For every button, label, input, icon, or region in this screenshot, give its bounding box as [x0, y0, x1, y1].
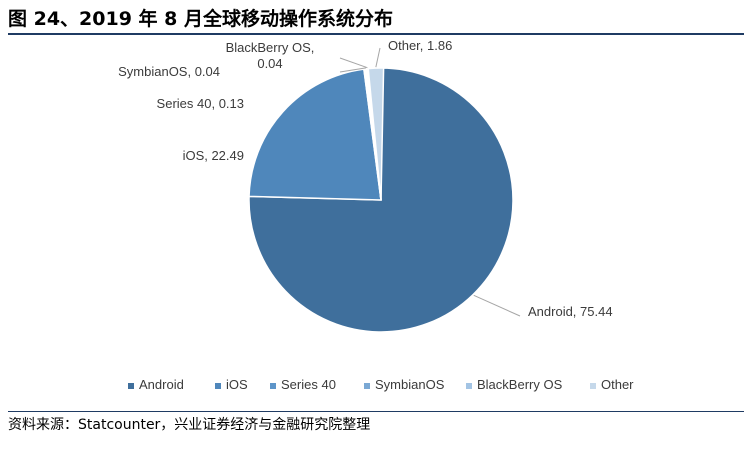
- legend: Android iOS Series 40 SymbianOS BlackBerry O…: [128, 377, 634, 392]
- data-label-blackberry-os-line2: 0.04: [257, 56, 282, 71]
- legend-swatch-blackberry-os: [466, 383, 472, 389]
- leader-line-android: [473, 294, 521, 317]
- data-labels: Android, 75.44 iOS, 22.49 Series 40, 0.13 S…: [118, 38, 612, 319]
- pie-slice-ios: [248, 68, 382, 201]
- data-label-ios: iOS, 22.49: [183, 148, 244, 163]
- source-rule: [8, 411, 744, 412]
- legend-label-other: Other: [601, 377, 634, 392]
- data-label-other: Other, 1.86: [388, 38, 452, 53]
- data-label-android: Android, 75.44: [528, 304, 613, 319]
- legend-label-ios: iOS: [226, 377, 248, 392]
- legend-label-series-40: Series 40: [281, 377, 336, 392]
- figure-title: 图 24、2019 年 8 月全球移动操作系统分布: [8, 8, 394, 30]
- legend-swatch-symbianos: [364, 383, 370, 389]
- leader-lines: [339, 47, 521, 317]
- legend-label-symbianos: SymbianOS: [375, 377, 445, 392]
- pie-slices: [248, 67, 514, 333]
- legend-swatch-ios: [215, 383, 221, 389]
- legend-swatch-series-40: [270, 383, 276, 389]
- leader-line-other: [375, 47, 381, 68]
- data-label-series-40: Series 40, 0.13: [157, 96, 244, 111]
- pie-slice-other: [367, 67, 385, 201]
- title-rule: [8, 33, 744, 35]
- leader-line-symbianos: [339, 67, 367, 73]
- legend-swatch-other: [590, 383, 596, 389]
- data-label-symbianos: SymbianOS, 0.04: [118, 64, 220, 79]
- data-label-blackberry-os-line1: BlackBerry OS,: [226, 40, 315, 55]
- legend-label-android: Android: [139, 377, 184, 392]
- leader-line-blackberry-os: [339, 57, 368, 69]
- figure-source: 资料来源：Statcounter，兴业证券经济与金融研究院整理: [8, 417, 371, 433]
- legend-label-blackberry-os: BlackBerry OS: [477, 377, 563, 392]
- legend-swatch-android: [128, 383, 134, 389]
